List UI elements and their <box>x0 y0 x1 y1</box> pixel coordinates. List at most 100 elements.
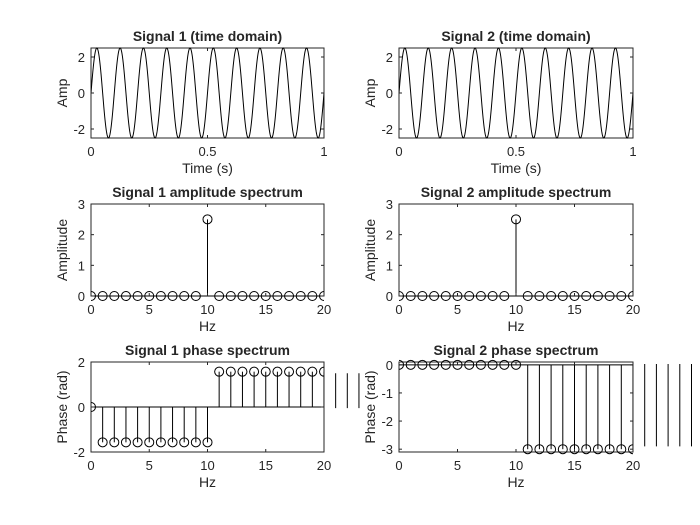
x-tick-label: 20 <box>626 458 640 473</box>
stem-marker <box>284 291 295 301</box>
stem-marker <box>272 291 283 301</box>
x-tick-label: 5 <box>146 302 153 317</box>
stem-marker <box>190 437 201 448</box>
stem-marker <box>214 366 225 377</box>
data-layer <box>91 366 324 448</box>
y-tick-label: 0 <box>386 86 393 101</box>
stem-marker <box>522 444 533 455</box>
stem-marker <box>464 291 475 301</box>
stem-marker <box>475 359 486 370</box>
stem-marker <box>464 359 475 370</box>
subplot-3: 0 5 10 15 20 0 1 2 3 Signal 1 amplitude spectrum H… <box>54 184 331 334</box>
x-tick-label: 5 <box>454 302 461 317</box>
stem-marker <box>452 291 463 301</box>
stem-marker <box>260 366 271 377</box>
stem-marker <box>499 291 510 301</box>
axes-box <box>398 361 634 453</box>
x-tick-label: 15 <box>567 302 581 317</box>
x-tick-label: 0 <box>395 458 402 473</box>
stem-marker <box>249 291 260 301</box>
stem-marker <box>144 437 155 448</box>
x-tick-label: 10 <box>200 458 214 473</box>
stem-marker <box>534 444 545 455</box>
stem-marker <box>91 291 96 301</box>
stem-marker <box>604 291 615 301</box>
stem-marker <box>202 437 213 448</box>
data-layer <box>91 47 324 139</box>
stem-marker <box>429 291 440 301</box>
y-tick-label: 0 <box>78 400 85 415</box>
y-axis-label: Amp <box>54 78 70 107</box>
stem-marker <box>399 291 404 301</box>
y-tick-label: 2 <box>386 228 393 243</box>
y-tick-label: 0 <box>78 86 85 101</box>
y-tick-label: 0 <box>78 289 85 304</box>
y-axis-label: Amplitude <box>54 219 70 281</box>
y-tick-label: -2 <box>73 122 85 137</box>
stem-marker <box>405 291 416 301</box>
y-tick-label: -2 <box>73 445 85 460</box>
stem-marker <box>399 359 404 370</box>
stem-marker <box>167 437 178 448</box>
stem-marker <box>97 437 108 448</box>
chart-title: Signal 2 amplitude spectrum <box>421 184 612 200</box>
stem-marker <box>511 214 521 225</box>
stem-marker <box>307 366 318 377</box>
x-tick-label: 1 <box>320 144 327 159</box>
y-tick-label: -1 <box>381 386 393 401</box>
stem-marker <box>167 291 178 301</box>
x-axis-label: Time (s) <box>182 160 233 176</box>
chart-title: Signal 1 (time domain) <box>133 28 282 44</box>
stem-marker <box>628 291 633 301</box>
y-tick-label: 2 <box>78 355 85 370</box>
x-tick-label: 20 <box>317 458 331 473</box>
stem-marker <box>144 291 155 301</box>
x-axis-label: Hz <box>199 318 216 334</box>
stem-marker <box>616 291 627 301</box>
stem-marker <box>592 291 603 301</box>
stem-marker <box>202 214 213 225</box>
x-tick-label: 15 <box>259 302 273 317</box>
stem-marker <box>557 291 568 301</box>
x-axis-label: Hz <box>507 318 524 334</box>
stem-marker <box>155 437 166 448</box>
stem-marker <box>522 291 533 301</box>
stem-marker <box>97 291 108 301</box>
stem-marker <box>214 291 225 301</box>
stem-marker <box>405 359 416 370</box>
y-tick-label: 3 <box>386 197 393 212</box>
stem-marker <box>225 366 236 377</box>
stem-marker <box>237 291 248 301</box>
stem-marker <box>307 291 318 301</box>
stem-marker <box>569 444 580 455</box>
stem-marker <box>604 444 615 455</box>
stem-marker <box>179 437 190 448</box>
stem-marker <box>487 359 498 370</box>
stem-marker <box>260 291 271 301</box>
stem-marker <box>546 291 557 301</box>
stem-marker <box>534 291 545 301</box>
x-tick-label: 5 <box>454 458 461 473</box>
x-tick-label: 0 <box>87 302 94 317</box>
stem-marker <box>120 437 131 448</box>
stem-marker <box>295 291 306 301</box>
stem-marker <box>132 437 143 448</box>
stem-marker <box>581 444 592 455</box>
stem-marker <box>440 291 451 301</box>
series-line <box>91 47 324 139</box>
stem-marker <box>628 444 633 455</box>
stem-marker <box>440 359 451 370</box>
y-tick-label: -2 <box>381 122 393 137</box>
x-tick-label: 15 <box>567 458 581 473</box>
x-tick-label: 0 <box>395 144 402 159</box>
stem-marker <box>499 359 510 370</box>
x-tick-label: 0 <box>87 144 94 159</box>
y-axis-label: Phase (rad) <box>54 370 70 443</box>
stem-marker <box>546 444 557 455</box>
stem-marker <box>132 291 143 301</box>
chart-title: Signal 1 amplitude spectrum <box>112 184 303 200</box>
stem-marker <box>91 402 96 412</box>
stem-marker <box>616 444 627 455</box>
